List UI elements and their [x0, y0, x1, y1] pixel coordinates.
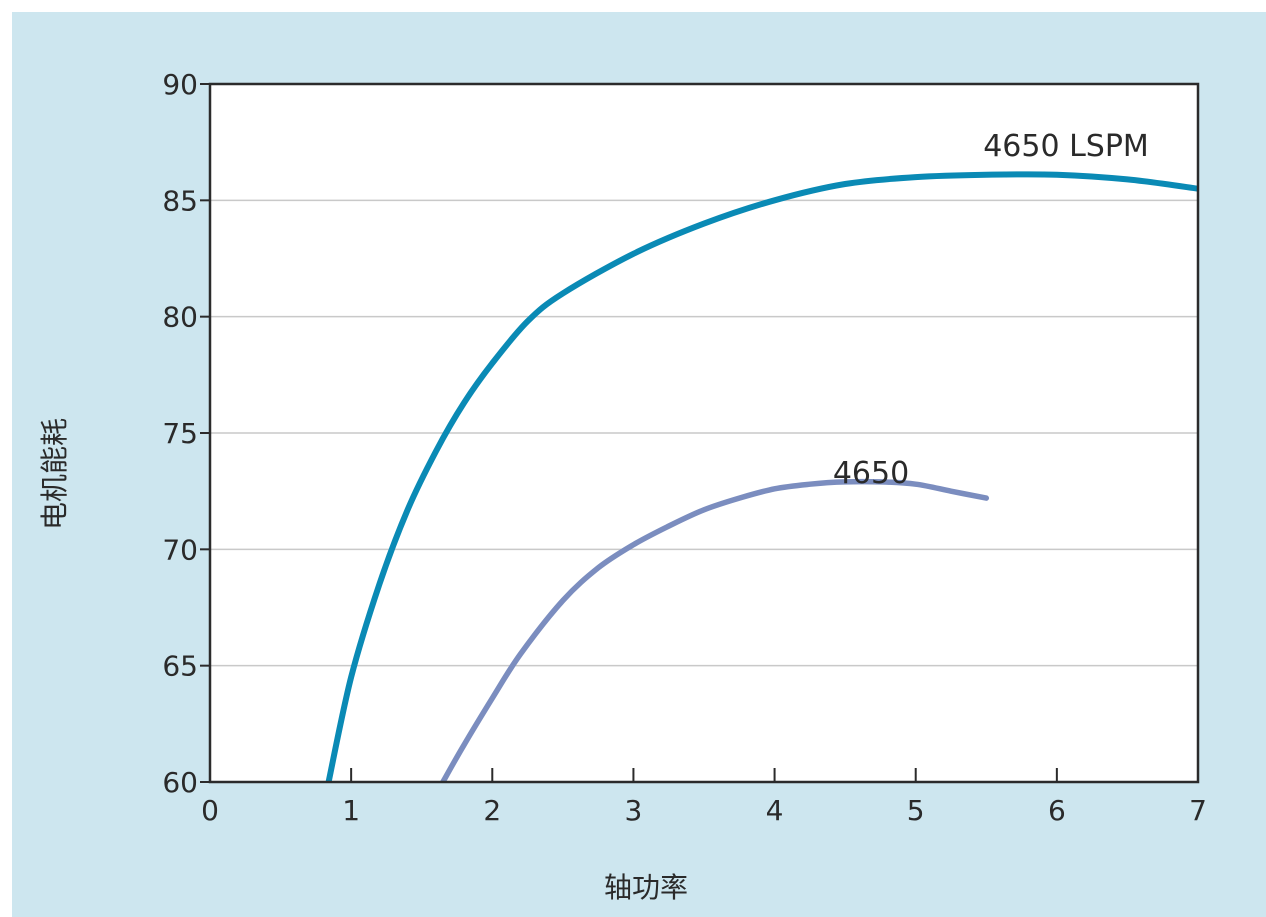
x-tick-label-5: 5: [907, 794, 925, 827]
chart-panel: 60 65 70 75 80 85 90 0 1 2 3 4 5 6 7 4650 LSPM 4650 轴功率…: [12, 12, 1266, 917]
y-tick-label-65: 65: [162, 650, 198, 683]
series-line-4650: [440, 478, 990, 782]
series-label-4650: 4650: [833, 456, 909, 491]
axis-ticks: [200, 83, 1058, 783]
y-tick-label-75: 75: [162, 417, 198, 450]
line-chart: 60 65 70 75 80 85 90 0 1 2 3 4 5 6 7 4650 LSPM 4650 轴功率…: [38, 68, 1207, 904]
y-tick-label-80: 80: [162, 301, 198, 334]
x-tick-label-4: 4: [766, 794, 784, 827]
x-tick-label-0: 0: [201, 794, 219, 827]
series-line-4650-lspm: [325, 171, 1198, 782]
series-lines: [325, 171, 1198, 782]
series-labels: 4650 LSPM 4650: [833, 129, 1149, 491]
x-tick-label-2: 2: [483, 794, 501, 827]
y-tick-label-60: 60: [162, 766, 198, 799]
x-axis-title: 轴功率: [604, 871, 688, 904]
y-tick-label-85: 85: [162, 184, 198, 217]
y-axis-title: 电机能耗: [38, 418, 71, 530]
tick-labels: 60 65 70 75 80 85 90 0 1 2 3 4 5 6 7: [162, 68, 1207, 827]
x-tick-label-7: 7: [1189, 794, 1207, 827]
x-tick-label-6: 6: [1048, 794, 1066, 827]
grid-lines: [210, 199, 1198, 667]
series-label-4650-lspm: 4650 LSPM: [983, 129, 1149, 164]
y-tick-label-90: 90: [162, 68, 198, 101]
x-tick-label-1: 1: [342, 794, 360, 827]
y-tick-label-70: 70: [162, 533, 198, 566]
x-tick-label-3: 3: [625, 794, 643, 827]
